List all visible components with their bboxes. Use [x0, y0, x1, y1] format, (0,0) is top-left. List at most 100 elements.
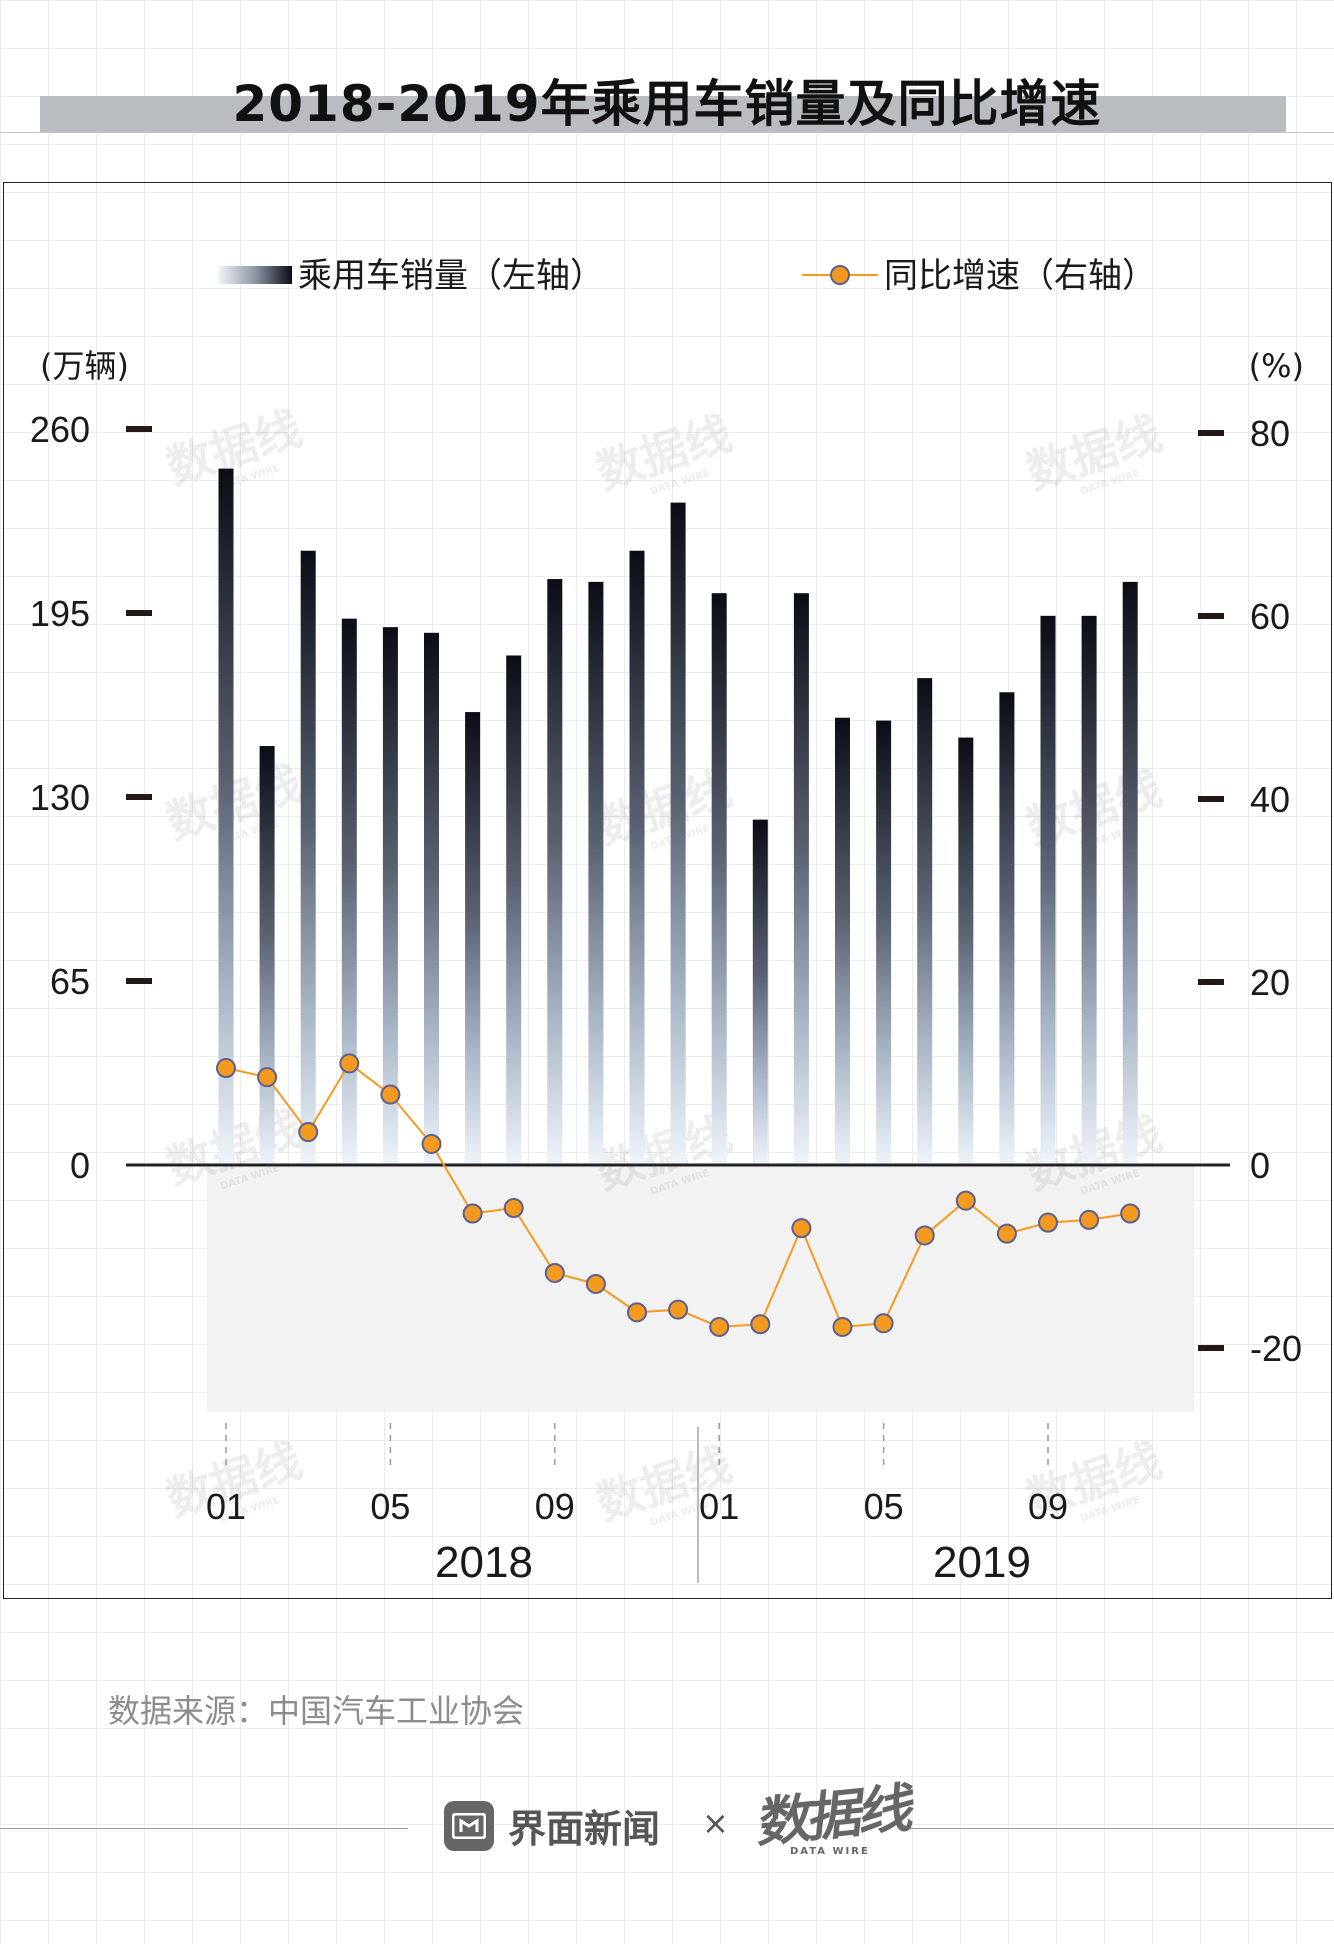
yoy-point-2019-09	[1038, 1212, 1058, 1233]
left-axis-unit: (万辆)	[40, 347, 129, 385]
yoy-point-2018-07	[462, 1203, 483, 1224]
data-source: 数据来源：中国汽车工业协会	[108, 1692, 525, 1730]
yoy-point-2019-05	[873, 1313, 894, 1334]
bar-2019-06	[917, 678, 933, 1165]
yoy-point-2018-02	[257, 1067, 278, 1088]
yoy-point-2019-11	[1120, 1203, 1141, 1224]
left-tick-label: 260	[30, 409, 90, 450]
bar-2019-04	[835, 717, 850, 1165]
bar-2018-04	[341, 618, 357, 1165]
legend-line-marker	[830, 265, 850, 285]
bar-series	[218, 468, 1138, 1166]
yoy-point-2018-08	[503, 1198, 524, 1219]
footer-divider-right	[904, 1828, 1334, 1829]
bar-2019-05	[876, 720, 892, 1165]
bar-2019-02	[752, 819, 768, 1165]
bar-2018-09	[547, 579, 563, 1165]
yoy-point-2019-08	[996, 1223, 1017, 1244]
left-tick-label: 0	[70, 1145, 90, 1186]
left-tick-mark	[126, 978, 152, 984]
bar-2018-06	[424, 632, 439, 1165]
bar-2018-07	[465, 712, 481, 1165]
right-tick-mark	[1198, 979, 1224, 985]
bar-2018-12	[670, 502, 686, 1166]
bar-2018-11	[629, 550, 645, 1165]
x-tick-label: 09	[535, 1486, 575, 1527]
negative-region-layer	[207, 1165, 1194, 1413]
yoy-point-2018-05	[380, 1084, 401, 1105]
left-tick-mark	[126, 794, 152, 800]
brand-block: 界面新闻	[444, 1798, 660, 1853]
right-tick-label: 40	[1250, 779, 1290, 820]
legend-bar-swatch	[218, 266, 292, 284]
x-tick-label: 05	[864, 1486, 904, 1527]
bar-2019-11	[1122, 581, 1138, 1165]
footer-divider-left	[0, 1828, 408, 1829]
collab-symbol: ×	[702, 1804, 729, 1842]
yoy-point-2018-09	[544, 1262, 565, 1283]
bar-2019-01	[711, 593, 727, 1165]
bar-2019-03	[793, 593, 809, 1165]
brand-name: 界面新闻	[508, 1807, 661, 1851]
title-band	[40, 96, 1286, 133]
left-tick-mark	[126, 610, 152, 616]
brand-logo-icon	[444, 1800, 494, 1851]
right-tick-label: 0	[1250, 1145, 1270, 1186]
right-tick-mark	[1198, 613, 1224, 619]
right-tick-mark	[1198, 1345, 1224, 1351]
yoy-point-2018-03	[298, 1122, 319, 1143]
yoy-point-2019-02	[750, 1314, 771, 1335]
line-series	[216, 1053, 1141, 1337]
yoy-point-2019-04	[832, 1316, 853, 1337]
bar-2019-09	[1040, 615, 1056, 1165]
yoy-point-2018-01	[216, 1058, 236, 1079]
labels-layer: 260 195 130 65 0 (万辆) 80 60 40 20 0 -20 (%) 01 05 09 01 0…	[30, 256, 1304, 1587]
yoy-point-2018-04	[339, 1053, 360, 1074]
legend-bar-label: 乘用车销量（左轴）	[298, 256, 604, 296]
bar-2018-01	[218, 468, 234, 1166]
right-tick-label: 60	[1250, 596, 1290, 637]
yoy-point-2018-11	[627, 1302, 647, 1323]
right-tick-label: -20	[1250, 1328, 1302, 1369]
bar-2019-07	[958, 737, 974, 1165]
left-tick-mark	[126, 426, 152, 432]
bar-2018-02	[259, 746, 275, 1165]
yoy-point-2018-10	[585, 1273, 606, 1294]
bar-2018-03	[300, 550, 316, 1165]
year-label: 2019	[933, 1538, 1031, 1587]
x-tick-label: 09	[1028, 1486, 1068, 1527]
left-tick-label: 130	[30, 777, 90, 818]
x-tick-label: 01	[206, 1486, 246, 1527]
yoy-point-2019-03	[791, 1218, 812, 1239]
yoy-point-2018-06	[421, 1133, 442, 1154]
right-tick-mark	[1198, 796, 1224, 802]
left-tick-label: 65	[50, 961, 90, 1002]
yoy-point-2018-12	[668, 1299, 689, 1320]
partner-logo: 数据线 DATA WIRE	[755, 1776, 914, 1857]
right-tick-label: 80	[1250, 413, 1290, 454]
yoy-point-2019-01	[709, 1316, 730, 1337]
yoy-point-2019-07	[955, 1190, 976, 1211]
bar-2018-10	[588, 581, 604, 1165]
bar-2019-08	[999, 692, 1015, 1165]
title-rule	[0, 132, 1334, 133]
x-tick-label: 01	[699, 1486, 739, 1527]
right-tick-mark	[1198, 430, 1224, 436]
chart-title: 2018-2019年乘用车销量及同比增速	[232, 75, 1102, 133]
yoy-point-2019-06	[914, 1225, 935, 1246]
left-tick-label: 195	[30, 593, 90, 634]
bar-2018-05	[382, 627, 398, 1165]
legend-line-label: 同比增速（右轴）	[884, 256, 1156, 296]
x-tick-label: 05	[370, 1486, 410, 1527]
axes-layer	[126, 426, 1230, 1583]
partner-subtitle: DATA WIRE	[790, 1846, 870, 1857]
right-tick-label: 20	[1250, 962, 1290, 1003]
negative-area	[207, 1165, 1194, 1413]
right-axis-unit: (%)	[1249, 347, 1304, 385]
bar-2018-08	[506, 655, 522, 1165]
